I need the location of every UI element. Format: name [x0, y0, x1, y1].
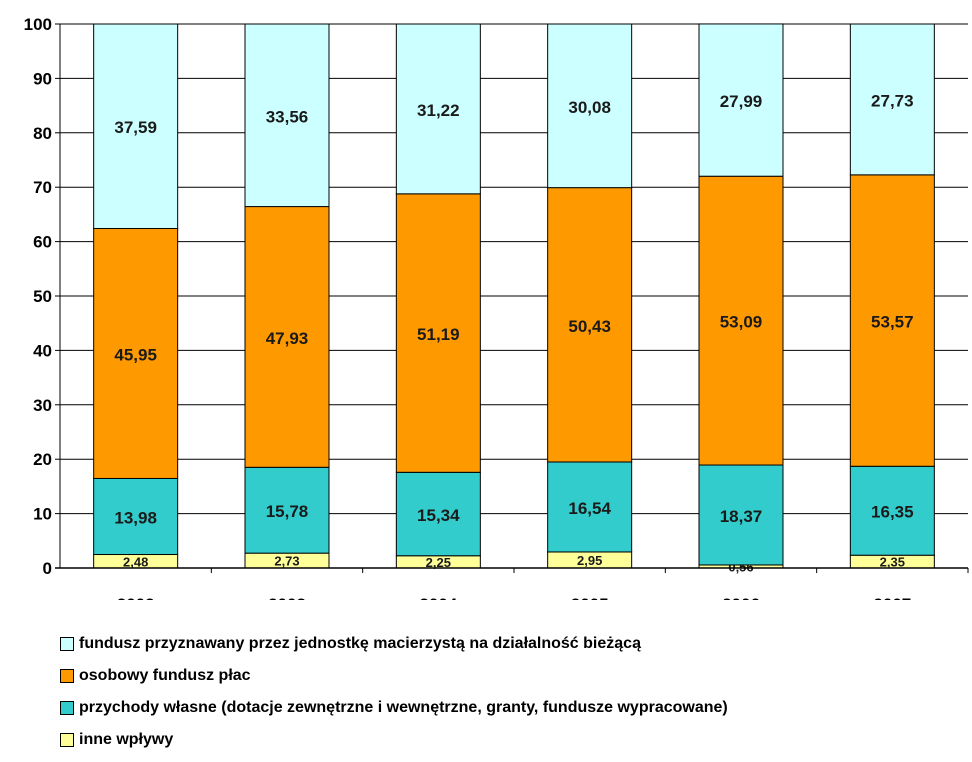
legend-label: osobowy fundusz płac [79, 667, 251, 684]
legend-label: przychody własne (dotacje zewnętrzne i w… [79, 699, 728, 716]
bar-segment [547, 23, 633, 189]
y-tick-label: 40 [33, 341, 52, 360]
bar-segment [93, 23, 179, 229]
data-label: 2,95 [577, 553, 602, 568]
x-tick-label: 2004 [419, 595, 457, 600]
data-label: 2,48 [123, 554, 148, 569]
y-tick-label: 30 [33, 396, 52, 415]
data-label: 47,93 [266, 329, 309, 348]
data-label: 51,19 [417, 325, 460, 344]
data-label: 15,34 [417, 506, 460, 525]
bar-segment [395, 23, 481, 195]
legend-swatch [60, 637, 74, 651]
data-label: 2,73 [274, 554, 299, 569]
data-label: 45,95 [114, 345, 157, 364]
y-tick-label: 50 [33, 287, 52, 306]
y-tick-label: 60 [33, 233, 52, 252]
data-label: 33,56 [266, 107, 309, 126]
bar-segment [849, 465, 935, 556]
legend: fundusz przyznawany przez jednostkę maci… [60, 628, 965, 756]
data-label: 16,54 [568, 499, 611, 518]
y-tick-label: 90 [33, 69, 52, 88]
legend-item: osobowy fundusz płac [60, 660, 965, 692]
bar-segment [395, 193, 481, 473]
bar-segment [547, 187, 633, 463]
bar-segment [698, 464, 784, 566]
x-tick-label: 2002 [117, 595, 155, 600]
data-label: 15,78 [266, 502, 309, 521]
data-label: 30,08 [568, 98, 611, 117]
data-label: 27,99 [720, 92, 763, 111]
data-label: 18,37 [720, 507, 763, 526]
x-tick-label: 2006 [722, 595, 760, 600]
x-tick-label: 2007 [873, 595, 911, 600]
legend-swatch [60, 701, 74, 715]
x-tick-label: 2003 [268, 595, 306, 600]
y-tick-label: 80 [33, 124, 52, 143]
data-label: 13,98 [114, 508, 157, 527]
y-tick-label: 100 [24, 15, 52, 34]
data-label: 53,09 [720, 313, 763, 332]
stacked-bar-chart: 0 10 20 30 40 50 60 70 80 90 100 2,48 13,98 45,95 37,5… [24, 15, 969, 600]
data-label: 16,35 [871, 503, 914, 522]
bar-segment [698, 23, 784, 177]
legend-item: przychody własne (dotacje zewnętrzne i w… [60, 692, 965, 724]
bar-segment [93, 227, 179, 479]
y-tick-label: 70 [33, 178, 52, 197]
bar-segment [849, 23, 935, 176]
bar-segment [244, 23, 330, 208]
data-label: 27,73 [871, 91, 914, 110]
bar-segment [244, 206, 330, 468]
y-tick-label: 10 [33, 505, 52, 524]
legend-item: fundusz przyznawany przez jednostkę maci… [60, 628, 965, 660]
data-label: 53,57 [871, 313, 914, 332]
bar-segment [395, 471, 481, 557]
bar-segment [547, 461, 633, 553]
bar-segment [849, 174, 935, 467]
data-label: 31,22 [417, 101, 460, 120]
data-label: 2,25 [426, 555, 451, 570]
chart-svg: 0 10 20 30 40 50 60 70 80 90 100 2,48 13,98 45,95 37,5… [24, 15, 969, 600]
y-tick-label: 0 [43, 559, 52, 578]
legend-swatch [60, 669, 74, 683]
legend-item: inne wpływy [60, 724, 965, 756]
data-label: 2,35 [880, 555, 905, 570]
x-tick-label: 2005 [571, 595, 609, 600]
legend-label: inne wpływy [79, 731, 174, 748]
legend-label: fundusz przyznawany przez jednostkę maci… [79, 635, 641, 652]
data-label: 50,43 [568, 317, 611, 336]
data-label: 37,59 [114, 118, 157, 137]
legend-swatch [60, 733, 74, 747]
y-tick-label: 20 [33, 450, 52, 469]
